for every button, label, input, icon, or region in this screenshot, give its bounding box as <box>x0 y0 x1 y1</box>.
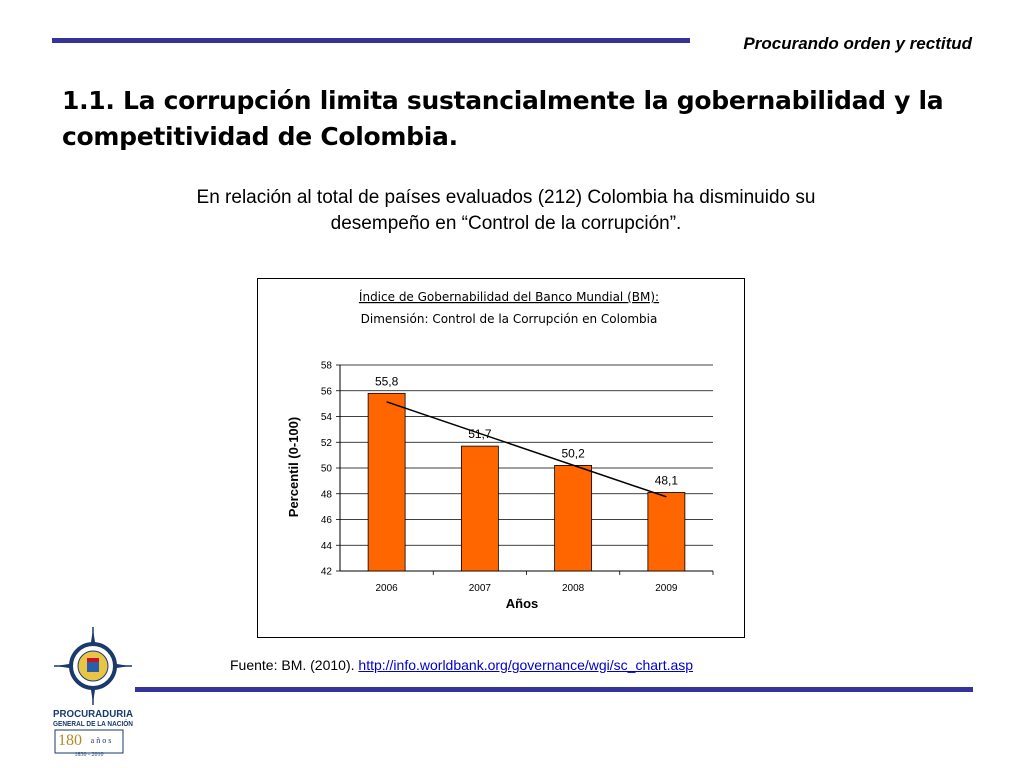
x-tick-label: 2009 <box>655 583 678 594</box>
source-link[interactable]: http://info.worldbank.org/governance/wgi… <box>358 657 694 673</box>
source-prefix: Fuente: BM. (2010). <box>230 657 359 673</box>
source-citation: Fuente: BM. (2010). http://info.worldban… <box>230 657 693 673</box>
axis-ticks: 42 44 46 48 50 52 54 56 58 2006 2007 2008 2009 <box>321 361 678 595</box>
bars <box>367 392 686 572</box>
logo-line2: GENERAL DE LA NACIÓN <box>53 719 133 728</box>
y-tick-label: 58 <box>321 361 333 372</box>
y-tick-label: 56 <box>321 386 333 397</box>
chart-frame: Índice de Gobernabilidad del Banco Mundi… <box>257 278 745 638</box>
logo-anniversary: 180 <box>58 732 82 749</box>
intro-text: En relación al total de países evaluados… <box>196 187 816 234</box>
bar <box>460 445 499 572</box>
x-tick-label: 2007 <box>469 583 492 594</box>
y-tick-label: 44 <box>321 541 333 552</box>
trendline <box>386 401 667 498</box>
data-label: 51,7 <box>468 427 492 441</box>
bar <box>647 492 686 572</box>
chart-subtitle: Dimensión: Control de la Corrupción en C… <box>361 312 658 326</box>
x-axis-label: Años <box>506 596 539 611</box>
x-tick-label: 2006 <box>376 583 399 594</box>
logo-years: 1830 - 2010 <box>75 752 104 758</box>
top-rule <box>52 38 690 43</box>
y-tick-label: 48 <box>321 489 333 500</box>
logo-line1: PROCURADURIA <box>53 709 133 720</box>
y-tick-label: 54 <box>321 412 333 423</box>
y-tick-label: 50 <box>321 464 333 475</box>
header-motto: Procurando orden y rectitud <box>743 34 972 53</box>
chart-title: Índice de Gobernabilidad del Banco Mundi… <box>359 289 659 304</box>
bar <box>554 465 593 572</box>
procuraduria-logo: PROCURADURIA GENERAL DE LA NACIÓN 180 añ… <box>53 627 133 758</box>
x-tick-label: 2008 <box>562 583 585 594</box>
data-label: 48,1 <box>655 473 679 487</box>
procuraduria-shield-icon <box>54 627 132 705</box>
bottom-rule <box>135 687 973 692</box>
y-tick-label: 42 <box>321 567 333 578</box>
y-tick-label: 46 <box>321 515 333 526</box>
slide-title: 1.1. La corrupción limita sustancialment… <box>62 86 944 151</box>
bar-chart: Índice de Gobernabilidad del Banco Mundi… <box>286 289 714 611</box>
data-label: 55,8 <box>375 374 399 388</box>
bar <box>367 392 406 572</box>
trendline-group <box>386 401 667 498</box>
y-axis-label: Percentil (0-100) <box>286 417 301 517</box>
data-label: 50,2 <box>561 446 585 460</box>
logo-anniversary-word: años <box>91 736 114 745</box>
y-tick-label: 52 <box>321 438 333 449</box>
data-labels: 55,8 51,7 50,2 48,1 <box>375 374 678 487</box>
